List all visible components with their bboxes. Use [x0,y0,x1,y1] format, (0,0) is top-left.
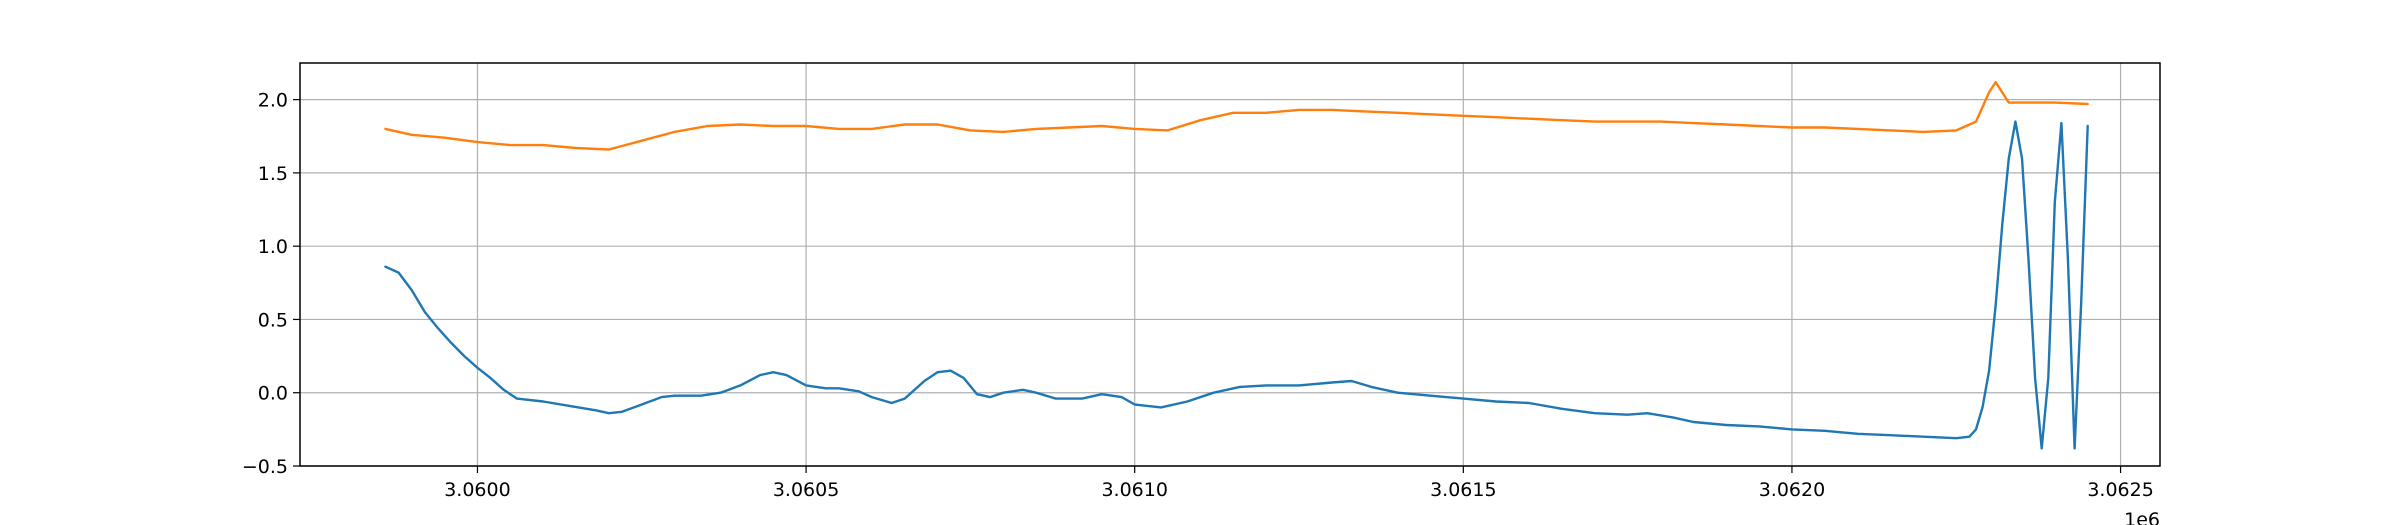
x-offset-label: 1e6 [2124,509,2160,525]
y-tick-label: 1.5 [258,163,288,185]
plot-series [384,80,2089,450]
grid [300,63,2160,467]
x-tick-label: 3.0615 [1430,479,1496,501]
x-tick-label: 3.0610 [1101,479,1167,501]
y-tick-label: 1.0 [258,236,288,258]
y-tick-label: 2.0 [258,90,288,112]
x-tick-label: 3.0625 [2087,479,2153,501]
series-1-line [384,120,2089,450]
axis-ticks: 3.0600 3.0605 3.0610 3.0615 3.0620 3.0625 −0.5… [242,90,2154,501]
y-tick-label: 0.5 [258,309,288,331]
x-tick-label: 3.0600 [444,479,510,501]
x-tick-label: 3.0620 [1759,479,1825,501]
x-tick-label: 3.0605 [773,479,839,501]
plot-frame [299,62,2161,467]
y-tick-label: 0.0 [258,383,288,405]
y-tick-label: −0.5 [242,456,288,478]
series-2-line [384,80,2089,151]
